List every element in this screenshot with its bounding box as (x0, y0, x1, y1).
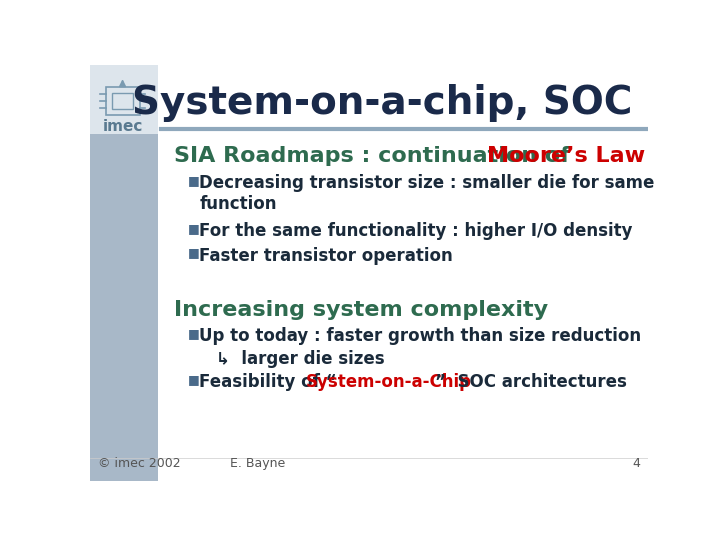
Text: E. Bayne: E. Bayne (230, 457, 284, 470)
Text: Faster transistor operation: Faster transistor operation (199, 247, 453, 265)
Text: Feasibility of “: Feasibility of “ (199, 373, 337, 391)
Text: Up to today : faster growth than size reduction: Up to today : faster growth than size re… (199, 327, 642, 345)
Bar (90, 65, 158, 481)
Text: System-on-a-Chip: System-on-a-Chip (306, 373, 472, 391)
Text: ”  SOC architectures: ” SOC architectures (435, 373, 626, 391)
Bar (90, 65, 158, 134)
Text: Decreasing transistor size : smaller die for same
function: Decreasing transistor size : smaller die… (199, 174, 654, 213)
Text: imec: imec (102, 119, 143, 134)
Text: ■: ■ (188, 327, 199, 340)
Bar (106, 87, 140, 115)
Text: ■: ■ (188, 247, 199, 260)
Text: System-on-a-chip, SOC: System-on-a-chip, SOC (132, 84, 632, 122)
Text: ■: ■ (188, 222, 199, 235)
Bar (112, 93, 132, 109)
Text: Increasing system complexity: Increasing system complexity (174, 300, 548, 320)
Text: ■: ■ (188, 174, 199, 187)
Text: Moore’s Law: Moore’s Law (487, 146, 644, 166)
Text: SIA Roadmaps : continuation of: SIA Roadmaps : continuation of (174, 146, 577, 166)
Text: ↳  larger die sizes: ↳ larger die sizes (216, 350, 385, 368)
Text: For the same functionality : higher I/O density: For the same functionality : higher I/O … (199, 222, 633, 240)
Text: ■: ■ (188, 373, 199, 386)
Text: © imec 2002: © imec 2002 (98, 457, 181, 470)
Text: 4: 4 (632, 457, 640, 470)
